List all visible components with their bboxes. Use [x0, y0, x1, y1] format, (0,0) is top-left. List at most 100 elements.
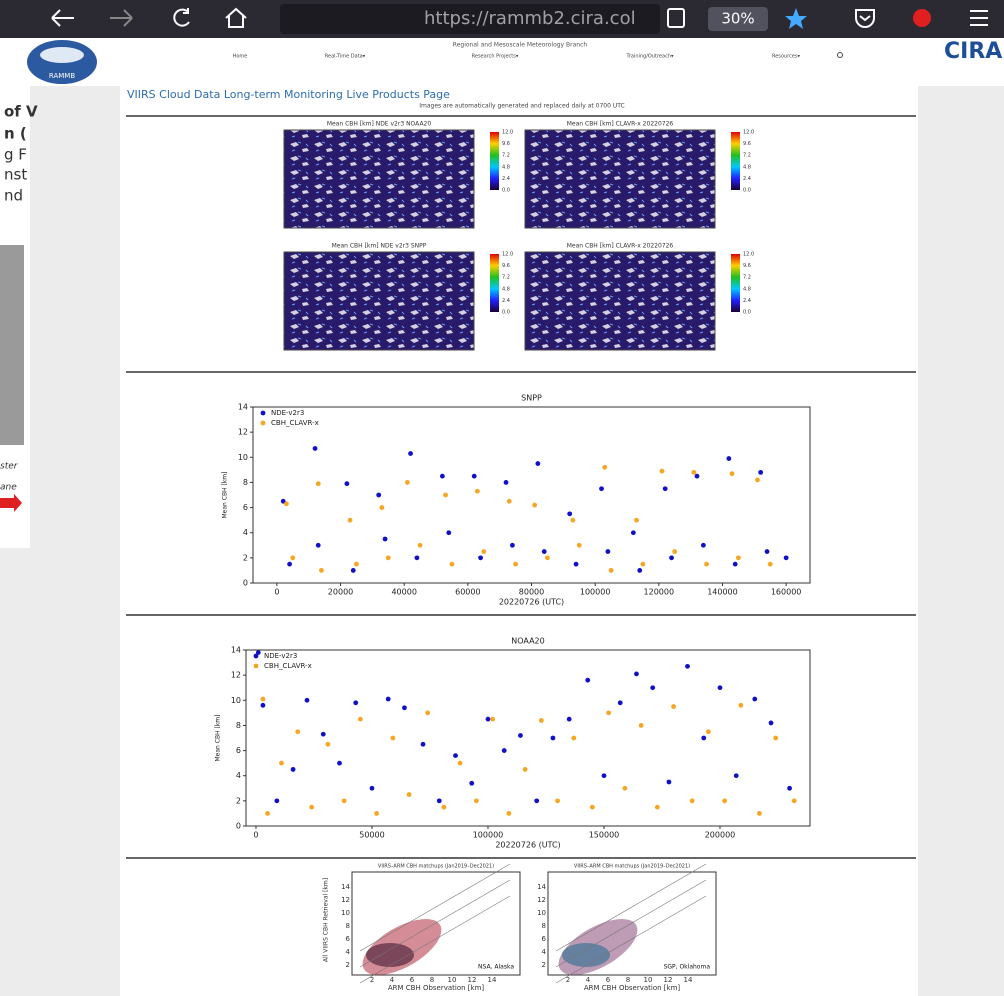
point [736, 555, 741, 560]
site-label: SGP, Oklahoma [664, 964, 711, 971]
map-title: Mean CBH [km] NDE v2r3 SNPP [332, 243, 427, 250]
point [672, 549, 677, 554]
point [695, 474, 700, 479]
point [265, 811, 270, 816]
x-tick-label: 140000 [707, 588, 738, 597]
y-tick-label: 8 [346, 922, 350, 930]
colorbar-label: 2.4 [502, 298, 510, 304]
zoom[interactable]: 30% [721, 10, 754, 28]
point [734, 773, 739, 778]
point [358, 717, 363, 722]
colorbar [490, 132, 499, 190]
point [701, 543, 706, 548]
colorbar-label: 2.4 [743, 176, 751, 182]
site-label: NSA, Alaska [478, 964, 514, 971]
nav-item[interactable]: Training/Outreach▾ [626, 54, 674, 60]
point [418, 543, 423, 548]
x-tick-label: 0 [253, 831, 258, 840]
colorbar-label: 4.8 [743, 164, 751, 170]
legend-marker [261, 421, 266, 426]
point [472, 474, 477, 479]
x-tick-label: 10 [644, 976, 653, 984]
point [507, 499, 512, 504]
point [631, 530, 636, 535]
x-tick-label: 200000 [705, 831, 736, 840]
point [667, 780, 672, 785]
point [386, 697, 391, 702]
nav-item[interactable]: Home [233, 54, 248, 60]
point [486, 717, 491, 722]
y-tick-label: 12 [341, 896, 350, 904]
legend-label: CBH_CLAVR-x [271, 419, 319, 427]
point [609, 568, 614, 573]
nav-item[interactable]: Research Projects▾ [472, 54, 519, 60]
point [718, 685, 723, 690]
map-title: Mean CBH [km] CLAVR-x 20220726 [567, 121, 674, 128]
point-cloud [366, 943, 414, 967]
legend-marker [254, 654, 259, 659]
x-tick-label: 12 [664, 976, 673, 984]
colorbar [490, 254, 499, 312]
point [555, 798, 560, 803]
point [765, 549, 770, 554]
colorbar-label: 9.6 [743, 263, 751, 269]
point [337, 761, 342, 766]
fragment: ster [0, 462, 19, 472]
point [704, 562, 709, 567]
colorbar-label: 12.0 [743, 252, 754, 258]
point [590, 805, 595, 810]
page-subtitle: Images are automatically generated and r… [419, 103, 625, 110]
point [571, 736, 576, 741]
point [567, 511, 572, 516]
panel-title: VIIRS–ARM CBH matchups (Jan2019–Dec2021) [574, 864, 690, 870]
url[interactable]: https://rammb2.cira.col [424, 8, 636, 29]
y-tick-label: 4 [542, 948, 547, 956]
colorbar-label: 4.8 [502, 286, 510, 292]
point [577, 543, 582, 548]
point [348, 518, 353, 523]
y-tick-label: 6 [236, 746, 241, 755]
point [446, 530, 451, 535]
point [386, 555, 391, 560]
nav-item[interactable]: Resources▾ [772, 54, 801, 60]
point [585, 678, 590, 683]
point [354, 562, 359, 567]
point [469, 781, 474, 786]
background-image [0, 245, 24, 445]
panel-title: VIIRS–ARM CBH matchups (Jan2019–Dec2021) [378, 864, 494, 870]
point [639, 723, 644, 728]
point [513, 562, 518, 567]
screen: of V n ( g F nst nd ster ane https://ram… [0, 0, 1004, 996]
map-image [284, 252, 474, 350]
point [784, 555, 789, 560]
point [650, 685, 655, 690]
point [279, 761, 284, 766]
chart-title: SNPP [521, 394, 542, 403]
point [321, 732, 326, 737]
colorbar-label: 9.6 [743, 141, 751, 147]
point [510, 543, 515, 548]
colorbar-label: 0.0 [743, 310, 751, 316]
x-tick-label: 14 [488, 976, 497, 984]
point [701, 736, 706, 741]
y-tick-label: 0 [236, 822, 241, 831]
y-tick-label: 6 [542, 935, 547, 943]
point [295, 729, 300, 734]
nav-item[interactable]: Real-Time Data▾ [325, 54, 366, 60]
x-tick-label: 100000 [580, 588, 611, 597]
point [408, 451, 413, 456]
x-tick-label: 4 [390, 976, 395, 984]
fragment: n ( [4, 125, 27, 143]
legend-marker [261, 411, 266, 416]
colorbar-label: 7.2 [502, 153, 510, 159]
x-tick-label: 160000 [771, 588, 802, 597]
y-tick-label: 10 [238, 453, 248, 462]
extension-icon[interactable] [913, 9, 931, 27]
x-tick-label: 0 [274, 588, 279, 597]
point [606, 710, 611, 715]
point [450, 562, 455, 567]
point [506, 811, 511, 816]
cira-logo[interactable]: CIRA [944, 39, 1002, 64]
legend-marker [254, 664, 259, 669]
point [622, 786, 627, 791]
